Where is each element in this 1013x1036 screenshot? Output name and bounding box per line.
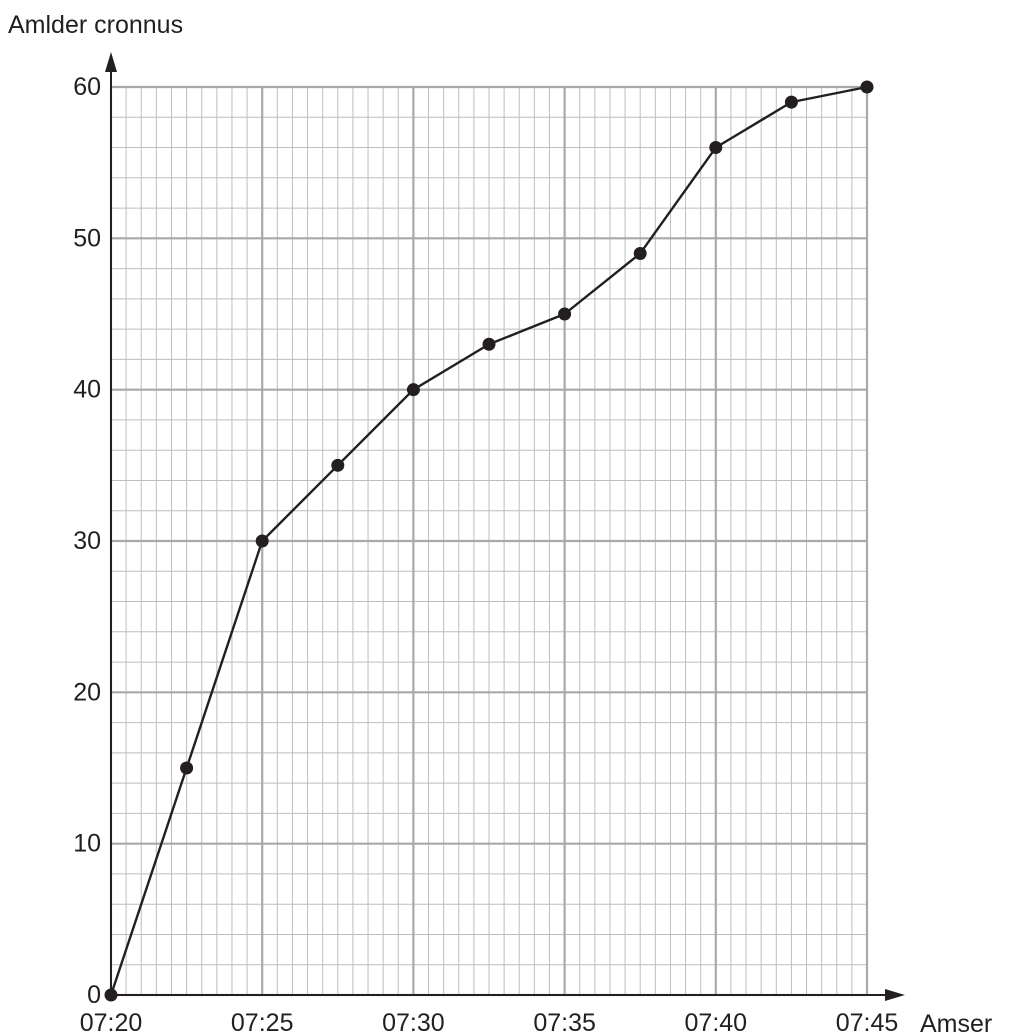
data-point [784,95,798,109]
data-point [558,307,572,321]
x-tick-label: 07:20 [80,1009,143,1036]
x-axis-label: Amser [920,1010,992,1036]
data-point [331,458,345,472]
data-point [860,80,874,94]
y-tick-label: 30 [73,527,101,555]
x-tick-label: 07:40 [685,1009,748,1036]
data-point [180,761,194,775]
data-point [482,337,496,351]
series-layer [104,80,874,1002]
y-axis-label: Amlder cronnus [8,11,183,39]
data-point [255,534,269,548]
data-point [406,383,420,397]
data-point [709,141,723,155]
x-axis-arrow [885,989,905,1001]
y-tick-label: 20 [73,678,101,706]
data-point [633,246,647,260]
y-tick-label: 60 [73,73,101,101]
x-tick-label: 07:45 [836,1009,899,1036]
x-tick-label: 07:35 [533,1009,596,1036]
x-tick-label: 07:25 [231,1009,294,1036]
y-tick-label: 40 [73,376,101,404]
tick-labels: 0 10 20 30 40 50 60 07:20 07:25 07:30 07:35 07:40 07… [73,73,898,1036]
x-tick-label: 07:30 [382,1009,445,1036]
y-axis-arrow [105,52,117,72]
y-tick-label: 10 [73,830,101,858]
y-tick-label: 0 [87,981,101,1009]
y-tick-label: 50 [73,224,101,252]
axes [105,52,905,1001]
data-point [104,988,118,1002]
